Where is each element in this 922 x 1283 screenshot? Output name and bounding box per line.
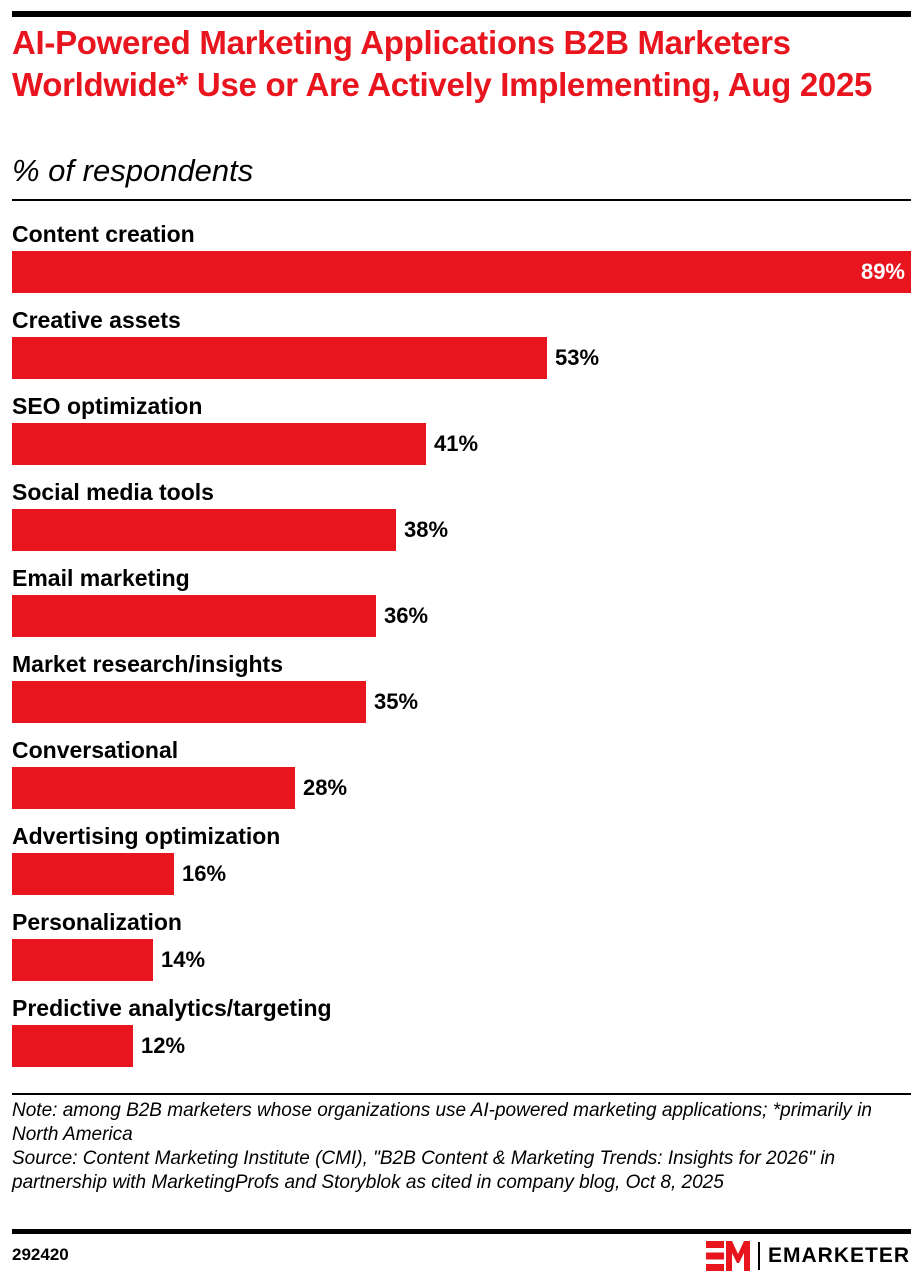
value-label: 36% — [384, 603, 429, 628]
bar — [12, 251, 911, 293]
value-label: 35% — [374, 689, 419, 714]
brand-name: EMARKETER — [767, 1244, 910, 1267]
category-label: SEO optimization — [12, 393, 203, 419]
chart-subtitle: % of respondents — [12, 153, 254, 188]
header-divider — [12, 199, 911, 201]
bar — [12, 509, 396, 551]
bar — [12, 423, 426, 465]
category-label: Predictive analytics/targeting — [12, 995, 332, 1021]
brand-logo: EMARKETER — [705, 1240, 910, 1272]
bar — [12, 595, 376, 637]
category-label: Advertising optimization — [12, 823, 281, 849]
category-label: Social media tools — [12, 479, 214, 505]
value-label: 89% — [860, 259, 905, 284]
chart-title: AI-Powered Marketing Applications B2B Ma… — [12, 24, 873, 103]
source-text: Source: Content Marketing Institute (CMI… — [12, 1148, 836, 1193]
bar — [12, 939, 153, 981]
bar — [12, 337, 547, 379]
category-label: Personalization — [12, 909, 182, 935]
bar — [12, 767, 295, 809]
category-label: Email marketing — [12, 565, 190, 591]
value-label: 14% — [161, 947, 206, 972]
bar — [12, 1025, 133, 1067]
logo-divider — [757, 1242, 760, 1270]
category-label: Market research/insights — [12, 651, 284, 677]
value-label: 41% — [434, 431, 479, 456]
value-label: 38% — [404, 517, 449, 542]
value-label: 16% — [182, 861, 227, 886]
bar — [12, 681, 366, 723]
category-label: Content creation — [12, 221, 195, 247]
chart-id: 292420 — [12, 1245, 69, 1264]
value-label: 28% — [303, 775, 348, 800]
category-label: Creative assets — [12, 307, 181, 333]
em-logo-icon — [705, 1241, 750, 1271]
note-text: Note: among B2B marketers whose organiza… — [12, 1100, 872, 1145]
bar — [12, 853, 174, 895]
value-label: 12% — [141, 1033, 186, 1058]
footer-divider — [12, 1093, 911, 1095]
chart-notes: Note: among B2B marketers whose organiza… — [12, 1099, 902, 1195]
bottom-rule — [12, 1229, 911, 1234]
value-label: 53% — [555, 345, 600, 370]
top-rule — [12, 11, 911, 17]
category-label: Conversational — [12, 737, 179, 763]
